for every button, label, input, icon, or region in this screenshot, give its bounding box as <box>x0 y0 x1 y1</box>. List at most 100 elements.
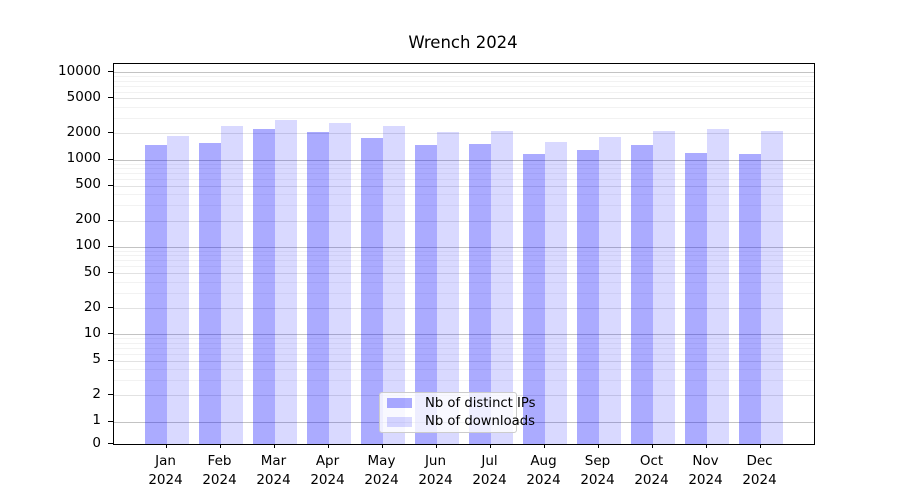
y-tick-mark <box>108 359 113 361</box>
gridline-y-300 <box>114 205 814 207</box>
y-tick-label: 2000 <box>66 123 101 140</box>
y-tick-label: 200 <box>75 211 101 228</box>
gridline-y-6000 <box>114 91 814 93</box>
gridline-y-20 <box>114 308 814 309</box>
gridline-y-10 <box>114 334 814 336</box>
gridline-y-50 <box>114 273 814 275</box>
x-tick-mark <box>273 444 275 448</box>
bars-layer <box>114 64 814 444</box>
gridline-y-5 <box>114 360 814 362</box>
bar-downloads-oct <box>652 131 675 444</box>
legend-label-distinct-ips: Nb of distinct IPs <box>425 395 536 411</box>
legend-swatch-distinct-ips <box>387 398 412 409</box>
gridline-y-8 <box>114 342 814 344</box>
y-tick-mark <box>108 420 113 422</box>
bar-distinct-ips-jul <box>468 144 491 444</box>
bar-distinct-ips-nov <box>684 152 707 444</box>
gridline-y-80 <box>114 255 814 257</box>
bar-downloads-jun <box>436 132 459 444</box>
y-tick-label: 0 <box>92 434 101 451</box>
chart-title: Wrench 2024 <box>408 33 518 52</box>
x-tick-label-aug: Aug 2024 <box>526 453 561 488</box>
y-tick-label: 50 <box>83 263 101 280</box>
x-tick-mark <box>651 444 653 448</box>
gridline-y-70 <box>114 260 814 262</box>
gridline-y-90 <box>114 250 814 252</box>
y-tick-mark <box>108 184 113 186</box>
gridline-y-600 <box>114 178 814 180</box>
y-tick-mark <box>108 272 113 274</box>
bar-distinct-ips-mar <box>252 128 275 444</box>
legend-swatch-downloads <box>387 416 412 427</box>
y-tick-mark <box>108 132 113 134</box>
bar-distinct-ips-feb <box>198 142 221 444</box>
x-tick-mark <box>489 444 491 448</box>
bar-downloads-aug <box>544 141 567 444</box>
x-tick-label-oct: Oct 2024 <box>634 453 669 488</box>
bar-distinct-ips-aug <box>522 154 545 444</box>
gridline-y-9 <box>114 338 814 340</box>
gridline-y-5000 <box>114 98 814 100</box>
gridline-y-200 <box>114 220 814 222</box>
y-tick-label: 5000 <box>66 88 101 105</box>
y-tick-label: 500 <box>75 176 101 193</box>
gridline-y-3000 <box>114 117 814 119</box>
legend: Nb of distinct IPs Nb of downloads <box>379 392 536 433</box>
bar-downloads-dec <box>760 131 783 444</box>
x-tick-mark <box>597 444 599 448</box>
y-tick-label: 10000 <box>58 62 101 79</box>
bar-distinct-ips-jun <box>414 145 437 444</box>
x-tick-mark <box>381 444 383 448</box>
bar-downloads-jul <box>490 131 513 444</box>
gridline-y-7 <box>114 347 814 349</box>
gridline-y-900 <box>114 163 814 165</box>
legend-label-downloads: Nb of downloads <box>425 414 535 430</box>
y-tick-mark <box>108 443 113 444</box>
gridline-y-4 <box>114 369 814 371</box>
gridline-y-4000 <box>114 106 814 108</box>
gridline-y-9000 <box>114 76 814 78</box>
y-tick-label: 1000 <box>66 150 101 166</box>
bar-downloads-mar <box>274 120 297 444</box>
bar-distinct-ips-apr <box>306 132 329 444</box>
bar-downloads-sep <box>598 137 621 444</box>
y-tick-mark <box>108 333 113 335</box>
y-tick-mark <box>108 158 113 160</box>
legend-item-distinct-ips: Nb of distinct IPs <box>380 395 536 412</box>
x-tick-label-jun: Jun 2024 <box>418 453 453 488</box>
y-tick-label: 5 <box>92 351 101 368</box>
x-tick-mark <box>705 444 707 448</box>
bar-downloads-feb <box>220 126 243 444</box>
x-tick-label-nov: Nov 2024 <box>688 453 723 488</box>
gridlines-layer <box>114 64 814 444</box>
y-tick-mark <box>108 71 113 73</box>
x-tick-label-feb: Feb 2024 <box>202 453 237 488</box>
gridline-y-700 <box>114 173 814 174</box>
y-tick-label: 2 <box>92 385 101 402</box>
bar-downloads-apr <box>328 123 351 444</box>
gridline-y-10000 <box>114 72 814 74</box>
gridline-y-60 <box>114 266 814 268</box>
bar-downloads-may <box>382 126 405 444</box>
bar-distinct-ips-sep <box>576 149 599 444</box>
y-tick-mark <box>108 97 113 99</box>
x-tick-label-apr: Apr 2024 <box>310 453 345 488</box>
bar-distinct-ips-oct <box>630 145 653 444</box>
y-tick-label: 100 <box>75 237 101 254</box>
gridline-y-7000 <box>114 85 814 87</box>
gridline-y-8000 <box>114 80 814 82</box>
bar-distinct-ips-dec <box>738 154 761 444</box>
y-tick-mark <box>108 307 113 308</box>
plot-area <box>113 63 815 445</box>
y-tick-mark <box>108 219 113 221</box>
x-tick-label-jan: Jan 2024 <box>148 453 183 488</box>
gridline-y-40 <box>114 281 814 283</box>
gridline-y-3 <box>114 380 814 381</box>
gridline-y-30 <box>114 292 814 294</box>
y-tick-label: 10 <box>83 324 101 341</box>
gridline-y-500 <box>114 185 814 187</box>
x-tick-label-mar: Mar 2024 <box>256 453 291 488</box>
y-tick-label: 20 <box>83 298 101 315</box>
x-tick-label-dec: Dec 2024 <box>742 453 777 488</box>
